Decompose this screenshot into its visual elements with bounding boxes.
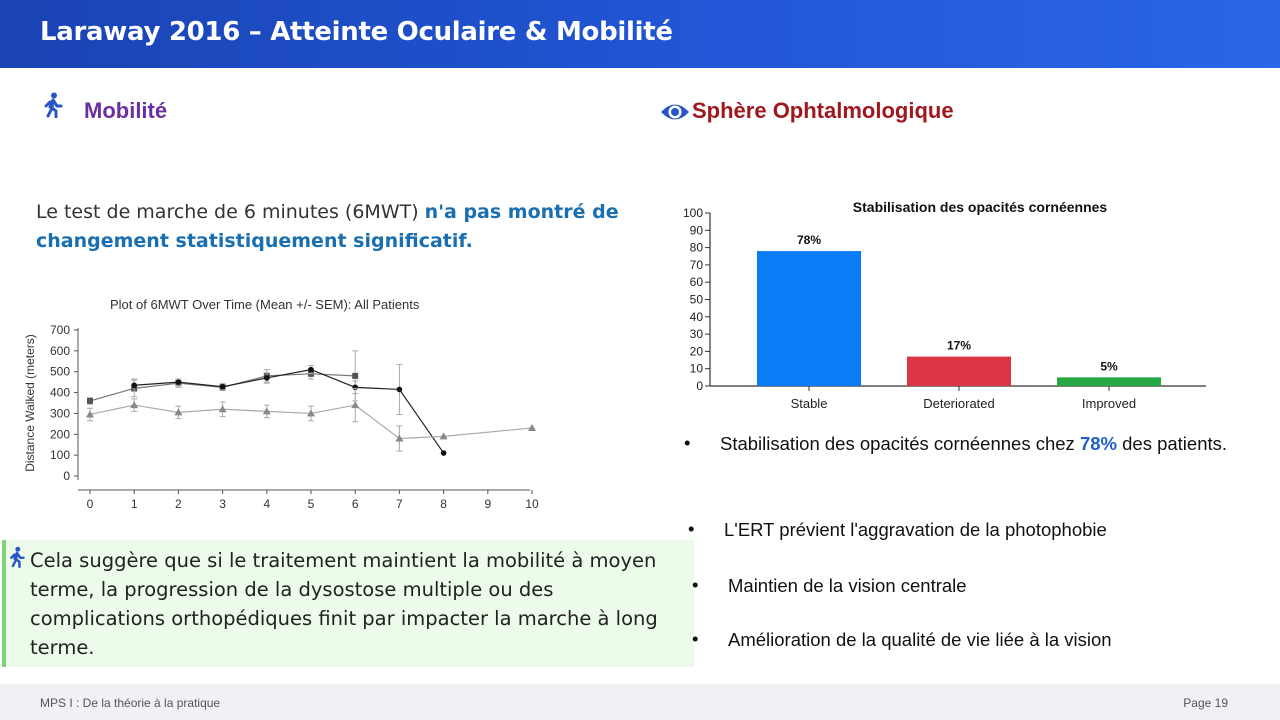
- y-tick-label: 20: [690, 344, 704, 358]
- data-point: [218, 405, 227, 413]
- bar: [757, 251, 861, 386]
- page-title: Laraway 2016 – Atteinte Oculaire & Mobil…: [40, 17, 673, 47]
- bar-chart-title: Stabilisation des opacités cornéennes: [853, 199, 1108, 215]
- data-point: [439, 432, 448, 440]
- y-axis-label: Distance Walked (meters): [23, 334, 37, 472]
- callout-text: Cela suggère que si le traitement mainti…: [30, 549, 658, 659]
- y-tick-label: 100: [683, 206, 703, 220]
- y-tick-label: 0: [63, 469, 70, 483]
- data-point: [175, 379, 182, 385]
- data-point: [131, 382, 137, 389]
- data-point: [174, 408, 183, 416]
- x-tick-label: 5: [308, 497, 315, 508]
- eye-icon: [661, 104, 689, 120]
- bullet-text: Stabilisation des opacités cornéennes ch…: [720, 433, 1228, 454]
- y-tick-label: 700: [50, 323, 70, 337]
- bar: [907, 356, 1011, 386]
- page-number: Page 19: [1183, 696, 1228, 710]
- y-tick-label: 70: [690, 258, 704, 272]
- data-point: [396, 386, 403, 393]
- bar-value-label: 5%: [1100, 359, 1118, 373]
- walking-person-icon: [10, 546, 25, 569]
- line-chart: 0 100 200 300 400 500 600 700 0 1 2 3 4 5 6 7 8 9 10 Distan…: [23, 323, 539, 508]
- data-point: [395, 434, 404, 442]
- mobility-callout: Cela suggère que si le traitement mainti…: [2, 540, 694, 667]
- y-tick-label: 400: [50, 386, 70, 400]
- mobility-intro: Le test de marche de 6 minutes (6MWT) n'…: [36, 198, 636, 256]
- y-tick-label: 100: [50, 448, 70, 462]
- bullet-dot: •: [692, 628, 699, 649]
- y-tick-label: 0: [696, 379, 703, 393]
- y-tick-label: 600: [50, 344, 70, 358]
- x-tick-label: 9: [484, 497, 491, 508]
- bullet-text: Amélioration de la qualité de vie liée à…: [728, 629, 1112, 650]
- x-tick-label: 10: [525, 497, 539, 508]
- footer-left: MPS I : De la théorie à la pratique: [40, 696, 221, 710]
- x-tick-label: 3: [219, 497, 226, 508]
- data-point: [130, 401, 139, 409]
- x-tick-label: 6: [352, 497, 359, 508]
- data-point: [528, 424, 536, 432]
- series-line: [134, 369, 445, 454]
- y-tick-label: 30: [690, 327, 704, 341]
- bullet-dot: •: [692, 574, 699, 595]
- bar-value-label: 78%: [797, 233, 821, 247]
- y-tick-label: 80: [690, 241, 704, 255]
- data-point: [86, 410, 94, 418]
- y-tick-label: 300: [50, 406, 70, 420]
- y-tick-label: 90: [690, 223, 704, 237]
- x-tick-label: Stable: [791, 396, 828, 411]
- bar-value-label: 17%: [947, 339, 971, 353]
- y-tick-label: 50: [690, 293, 704, 307]
- data-point: [352, 372, 359, 379]
- data-point: [351, 401, 360, 409]
- x-tick-label: 2: [175, 497, 182, 508]
- data-point: [264, 375, 270, 381]
- bullet-text: L'ERT prévient l'aggravation de la photo…: [724, 519, 1107, 540]
- header-bar: Laraway 2016 – Atteinte Oculaire & Mobil…: [0, 0, 1280, 68]
- mobility-title: Mobilité: [84, 98, 168, 123]
- x-tick-label: 7: [396, 497, 403, 508]
- x-tick-label: Improved: [1082, 396, 1136, 411]
- walking-person-icon: [44, 92, 63, 118]
- bullet-text: Maintien de la vision centrale: [728, 575, 967, 596]
- series-line: [89, 404, 533, 440]
- ophtalmo-title: Sphère Ophtalmologique: [692, 98, 954, 123]
- y-tick-label: 500: [50, 365, 70, 379]
- bar-chart: Stabilisation des opacités cornéennes 0 10…: [683, 199, 1206, 411]
- y-tick-label: 200: [50, 427, 70, 441]
- x-tick-label: 8: [440, 497, 447, 508]
- x-tick-label: Deteriorated: [923, 396, 995, 411]
- y-tick-label: 10: [690, 362, 704, 376]
- x-tick-label: 0: [87, 497, 94, 508]
- x-tick-label: 1: [131, 497, 138, 508]
- y-tick-label: 40: [690, 310, 704, 324]
- data-point: [308, 366, 314, 373]
- bullet-dot: •: [688, 518, 695, 539]
- bar: [1057, 377, 1161, 386]
- intro-highlight: n'a pas montré de changement statistique…: [36, 201, 619, 252]
- bullet-dot: •: [684, 432, 691, 453]
- data-point: [262, 407, 271, 415]
- data-point: [440, 450, 447, 456]
- data-point: [219, 383, 226, 390]
- data-point: [87, 397, 93, 404]
- footer-bar: MPS I : De la théorie à la pratique Page…: [0, 684, 1280, 720]
- x-tick-label: 4: [263, 497, 270, 508]
- line-chart-title: Plot of 6MWT Over Time (Mean +/- SEM): A…: [110, 297, 420, 312]
- data-point: [307, 409, 315, 417]
- y-tick-label: 60: [690, 275, 704, 289]
- intro-text: Le test de marche de 6 minutes (6MWT): [36, 201, 425, 223]
